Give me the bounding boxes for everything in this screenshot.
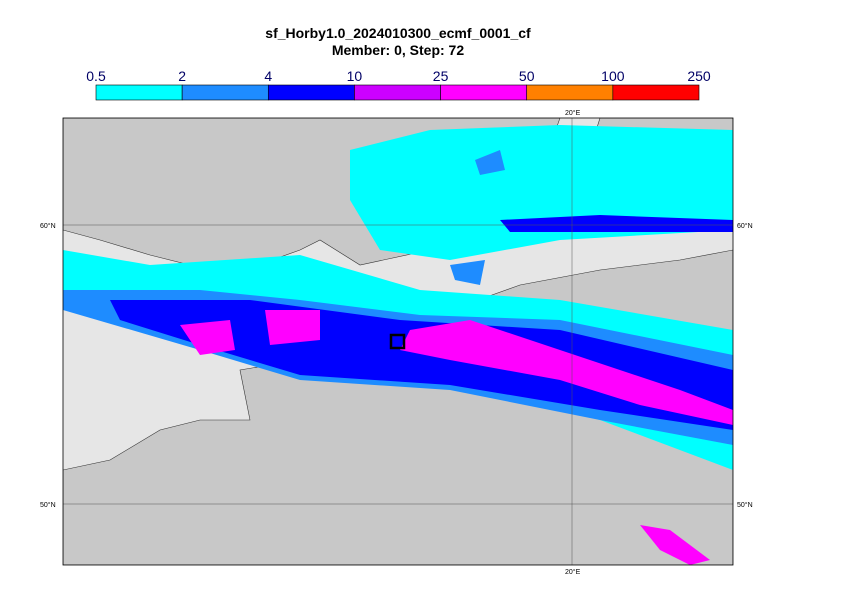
map-frame (62, 117, 734, 566)
subtitle: Member: 0, Step: 72 (332, 42, 464, 58)
colorbar-label: 250 (687, 68, 711, 84)
lat-label: 50°N (737, 501, 753, 509)
lat-label: 60°N (40, 222, 56, 230)
colorbar-label: 0.5 (86, 68, 106, 84)
colorbar-label: 25 (433, 68, 449, 84)
precip-area (500, 215, 733, 232)
title: sf_Horby1.0_2024010300_ecmf_0001_cf (265, 25, 531, 41)
lon-label: 20°E (565, 568, 581, 576)
colorbar-label: 4 (264, 68, 272, 84)
precip-area (640, 525, 710, 565)
lat-label: 50°N (40, 501, 56, 509)
colorbar-label: 10 (347, 68, 363, 84)
lat-label: 60°N (737, 222, 753, 230)
precip-area (180, 310, 733, 425)
colorbar-swatch (526, 84, 614, 101)
lon-label: 20°E (565, 109, 581, 117)
colorbar-swatch (181, 84, 269, 101)
colorbar-label: 100 (601, 68, 625, 84)
colorbar-label: 50 (519, 68, 535, 84)
colorbar-swatch (95, 84, 183, 101)
colorbar-swatch (440, 84, 528, 101)
map (63, 118, 733, 565)
colorbar-label: 2 (178, 68, 186, 84)
colorbar-swatch (267, 84, 355, 101)
precip-area (450, 150, 505, 285)
colorbar-swatch (612, 84, 700, 101)
colorbar: 0.5 2 4 10 25 50 100 250 (86, 68, 711, 101)
site-marker (389, 333, 406, 350)
precip-area (110, 300, 733, 430)
colorbar-swatch (354, 84, 441, 101)
